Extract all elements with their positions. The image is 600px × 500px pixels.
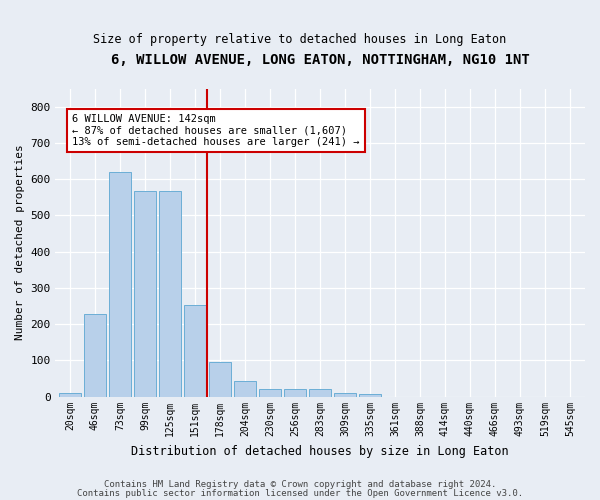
X-axis label: Distribution of detached houses by size in Long Eaton: Distribution of detached houses by size … bbox=[131, 444, 509, 458]
Bar bbox=[209, 362, 230, 397]
Bar bbox=[85, 314, 106, 397]
Y-axis label: Number of detached properties: Number of detached properties bbox=[15, 145, 25, 340]
Bar bbox=[160, 191, 181, 397]
Bar bbox=[284, 390, 305, 397]
Bar bbox=[59, 393, 80, 397]
Title: 6, WILLOW AVENUE, LONG EATON, NOTTINGHAM, NG10 1NT: 6, WILLOW AVENUE, LONG EATON, NOTTINGHAM… bbox=[110, 52, 529, 66]
Bar bbox=[259, 390, 281, 397]
Bar bbox=[184, 305, 206, 397]
Bar bbox=[334, 393, 356, 397]
Bar bbox=[235, 381, 256, 397]
Bar bbox=[359, 394, 380, 397]
Text: Size of property relative to detached houses in Long Eaton: Size of property relative to detached ho… bbox=[94, 32, 506, 46]
Bar bbox=[310, 390, 331, 397]
Text: Contains public sector information licensed under the Open Government Licence v3: Contains public sector information licen… bbox=[77, 488, 523, 498]
Bar bbox=[134, 191, 155, 397]
Bar bbox=[109, 172, 131, 397]
Text: Contains HM Land Registry data © Crown copyright and database right 2024.: Contains HM Land Registry data © Crown c… bbox=[104, 480, 496, 489]
Text: 6 WILLOW AVENUE: 142sqm
← 87% of detached houses are smaller (1,607)
13% of semi: 6 WILLOW AVENUE: 142sqm ← 87% of detache… bbox=[72, 114, 360, 147]
